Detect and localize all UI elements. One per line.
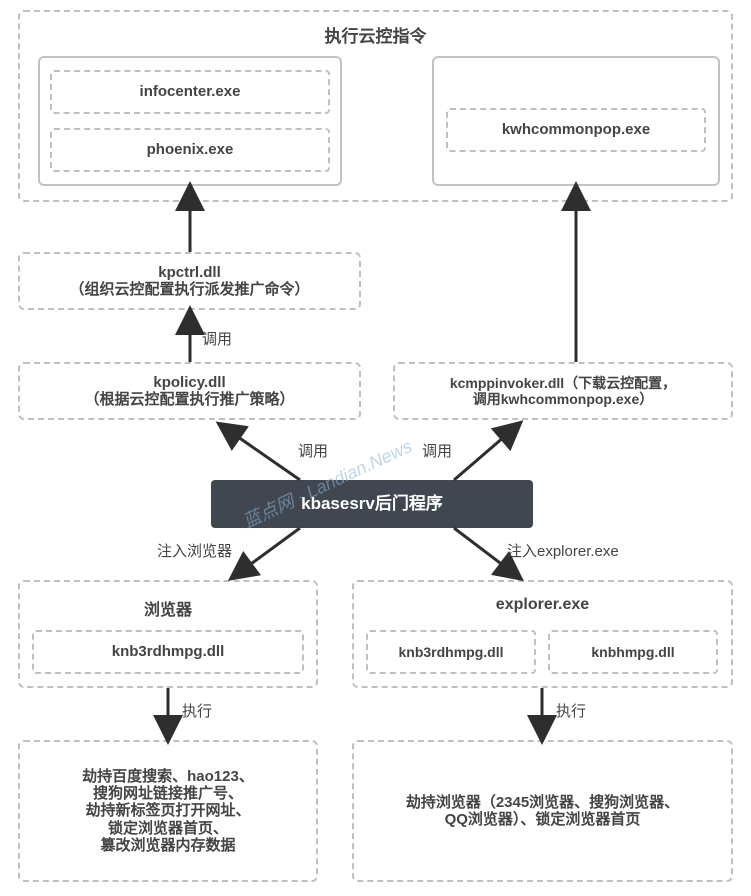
arrows-layer	[0, 0, 751, 896]
label-exec-2: 执行	[556, 700, 586, 721]
label-inject-explorer: 注入explorer.exe	[507, 540, 619, 561]
label-call-2: 调用	[298, 440, 328, 461]
label-exec-1: 执行	[182, 700, 212, 721]
label-inject-browser: 注入浏览器	[157, 540, 232, 561]
label-call-1: 调用	[202, 328, 232, 349]
label-call-3: 调用	[422, 440, 452, 461]
